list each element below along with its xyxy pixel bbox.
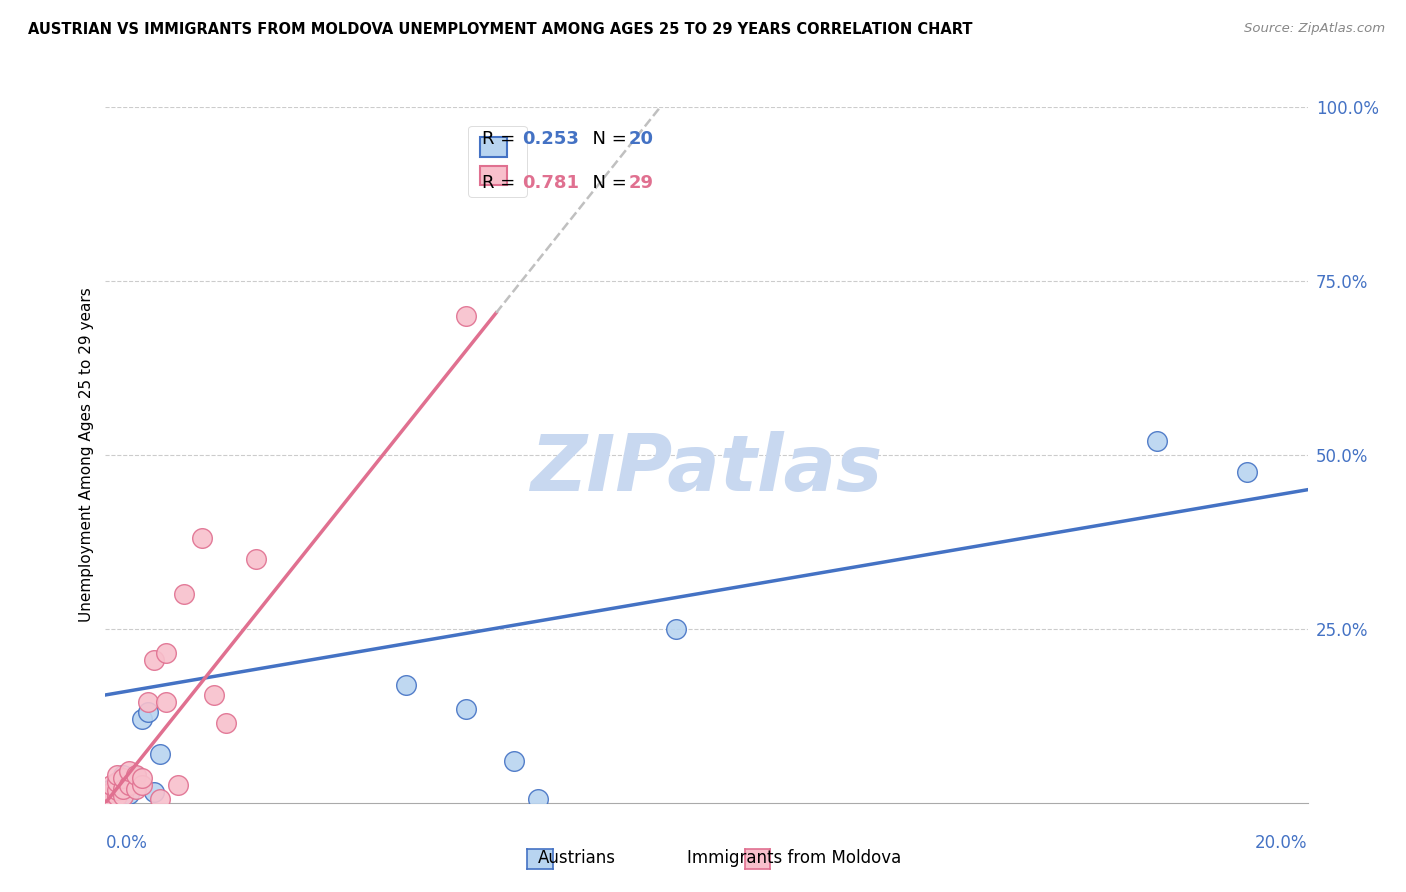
Point xyxy=(100,792,122,806)
Point xyxy=(395,677,418,691)
Text: ZIPatlas: ZIPatlas xyxy=(530,431,883,507)
Text: AUSTRIAN VS IMMIGRANTS FROM MOLDOVA UNEMPLOYMENT AMONG AGES 25 TO 29 YEARS CORRE: AUSTRIAN VS IMMIGRANTS FROM MOLDOVA UNEM… xyxy=(28,22,973,37)
Point xyxy=(112,783,135,797)
Point xyxy=(1236,466,1258,480)
Point xyxy=(112,772,135,786)
Text: 0.253: 0.253 xyxy=(522,130,578,148)
Point xyxy=(131,772,153,786)
Point xyxy=(124,769,146,783)
Point xyxy=(100,785,122,799)
Point xyxy=(202,688,225,702)
Point xyxy=(107,768,129,782)
Point xyxy=(107,785,129,799)
Point xyxy=(131,778,153,792)
Point xyxy=(245,552,267,566)
Point xyxy=(107,789,129,803)
Point xyxy=(148,792,170,806)
Point xyxy=(155,646,177,660)
Point xyxy=(142,653,165,667)
Point xyxy=(214,715,236,730)
Point xyxy=(118,764,141,779)
Point xyxy=(527,792,550,806)
Point xyxy=(100,789,122,803)
Text: 20: 20 xyxy=(628,130,654,148)
Point xyxy=(136,695,159,709)
Text: R =: R = xyxy=(482,130,522,148)
Point xyxy=(1146,434,1168,448)
Point xyxy=(124,781,146,796)
Text: N =: N = xyxy=(581,130,633,148)
Point xyxy=(166,778,188,792)
Point xyxy=(503,754,526,768)
Point xyxy=(112,781,135,796)
Point xyxy=(124,768,146,782)
Text: 29: 29 xyxy=(628,174,654,193)
Point xyxy=(454,309,477,323)
Text: Source: ZipAtlas.com: Source: ZipAtlas.com xyxy=(1244,22,1385,36)
Point xyxy=(142,785,165,799)
Point xyxy=(112,789,135,803)
Y-axis label: Unemployment Among Ages 25 to 29 years: Unemployment Among Ages 25 to 29 years xyxy=(79,287,94,623)
Point xyxy=(100,781,122,796)
Point xyxy=(131,712,153,726)
Point xyxy=(155,695,177,709)
Point xyxy=(148,747,170,761)
Point xyxy=(665,622,688,636)
Text: Austrians: Austrians xyxy=(537,849,616,867)
Point xyxy=(118,778,141,792)
Point xyxy=(118,776,141,790)
Point xyxy=(107,775,129,789)
Point xyxy=(107,783,129,797)
Point xyxy=(454,702,477,716)
Point xyxy=(100,778,122,792)
Text: Immigrants from Moldova: Immigrants from Moldova xyxy=(688,849,901,867)
Point xyxy=(112,768,135,782)
Point xyxy=(173,587,195,601)
Text: 0.0%: 0.0% xyxy=(105,834,148,852)
Text: N =: N = xyxy=(581,174,633,193)
Text: 0.781: 0.781 xyxy=(522,174,579,193)
Point xyxy=(190,532,212,546)
Text: R =: R = xyxy=(482,174,522,193)
Point xyxy=(107,775,129,789)
Point xyxy=(118,788,141,802)
Point xyxy=(136,706,159,720)
Text: 20.0%: 20.0% xyxy=(1256,834,1308,852)
Legend: , : , xyxy=(468,126,527,197)
Point xyxy=(100,789,122,803)
